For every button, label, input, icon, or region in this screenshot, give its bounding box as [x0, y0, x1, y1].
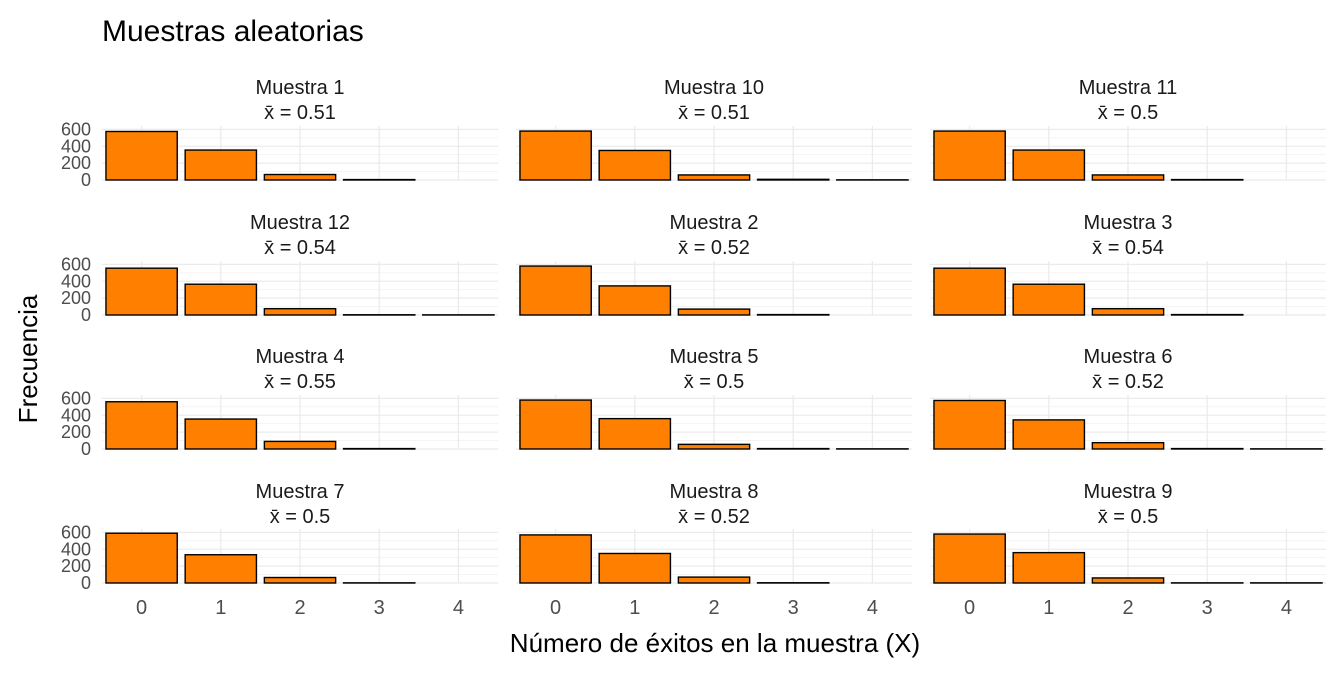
- bar: [106, 268, 177, 315]
- bar: [185, 150, 256, 180]
- bar: [185, 284, 256, 315]
- x-axis-title: Número de éxitos en la muestra (X): [510, 628, 920, 658]
- facet-mean-label: x̄ = 0.5: [1098, 102, 1159, 124]
- bar: [1092, 175, 1163, 180]
- x-tick-label: 0: [964, 597, 975, 619]
- facet-panel: Muestra 9 x̄ = 0.5 0 1 2 3 4: [930, 481, 1326, 619]
- bar: [678, 444, 749, 449]
- x-tick-label: 3: [374, 597, 385, 619]
- bar: [934, 131, 1005, 180]
- y-tick-label: 600: [61, 522, 91, 542]
- bar: [106, 402, 177, 449]
- bar: [520, 266, 591, 315]
- facet-mean-label: x̄ = 0.5: [684, 371, 745, 393]
- facet-strip-label: Muestra 3: [1084, 212, 1173, 234]
- y-tick-label: 600: [61, 388, 91, 408]
- facet-mean-label: x̄ = 0.5: [1098, 506, 1159, 528]
- bar: [934, 534, 1005, 583]
- facet-mean-label: x̄ = 0.51: [678, 102, 750, 124]
- bar: [1092, 578, 1163, 583]
- bar: [934, 268, 1005, 315]
- bar: [678, 577, 749, 583]
- bar: [106, 131, 177, 180]
- bar: [185, 555, 256, 583]
- facet-strip-label: Muestra 4: [256, 346, 345, 368]
- facet-panel: Muestra 3 x̄ = 0.54: [930, 212, 1326, 315]
- bar: [599, 150, 670, 180]
- facet-strip-label: Muestra 8: [670, 481, 759, 503]
- facet-mean-label: x̄ = 0.52: [1092, 371, 1164, 393]
- facet-strip-label: Muestra 10: [664, 77, 764, 99]
- facet-strip-label: Muestra 1: [256, 77, 345, 99]
- facet-mean-label: x̄ = 0.54: [1092, 237, 1164, 259]
- x-tick-label: 4: [453, 597, 464, 619]
- bar: [599, 286, 670, 315]
- x-tick-label: 4: [1281, 597, 1292, 619]
- facet-panel: Muestra 5 x̄ = 0.5: [516, 346, 912, 449]
- bar: [758, 179, 829, 180]
- bar: [264, 578, 335, 583]
- bar: [1013, 420, 1084, 449]
- x-tick-label: 2: [294, 597, 305, 619]
- facet-mean-label: x̄ = 0.54: [264, 237, 336, 259]
- facet-panel: Muestra 2 x̄ = 0.52: [516, 212, 912, 315]
- bar: [1013, 284, 1084, 315]
- facet-panel: Muestra 8 x̄ = 0.52 0 1 2 3 4: [516, 481, 912, 619]
- facet-mean-label: x̄ = 0.51: [264, 102, 336, 124]
- bar: [599, 553, 670, 583]
- facet-mean-label: x̄ = 0.5: [270, 506, 331, 528]
- x-tick-label: 3: [1202, 597, 1213, 619]
- facet-panel: Muestra 6 x̄ = 0.52: [930, 346, 1326, 449]
- bar: [1092, 309, 1163, 315]
- facet-panel: Muestra 11 x̄ = 0.5: [930, 77, 1326, 180]
- facet-strip-label: Muestra 7: [256, 481, 345, 503]
- bar: [599, 419, 670, 449]
- bar: [185, 419, 256, 449]
- facet-panel: Muestra 10 x̄ = 0.51: [516, 77, 912, 180]
- bar: [678, 175, 749, 180]
- bar: [934, 400, 1005, 449]
- bar: [264, 175, 335, 180]
- bar: [106, 533, 177, 583]
- x-tick-label: 1: [215, 597, 226, 619]
- facet-mean-label: x̄ = 0.55: [264, 371, 336, 393]
- bar: [1013, 150, 1084, 180]
- y-tick-label: 600: [61, 119, 91, 139]
- x-tick-label: 4: [867, 597, 878, 619]
- facet-strip-label: Muestra 6: [1084, 346, 1173, 368]
- bar: [1013, 553, 1084, 583]
- x-tick-label: 0: [136, 597, 147, 619]
- facet-strip-label: Muestra 2: [670, 212, 759, 234]
- bar: [264, 309, 335, 315]
- y-axis-title: Frecuencia: [13, 294, 43, 423]
- bar: [678, 309, 749, 315]
- x-tick-label: 0: [550, 597, 561, 619]
- facet-strip-label: Muestra 9: [1084, 481, 1173, 503]
- bar: [264, 441, 335, 449]
- facet-strip-label: Muestra 5: [670, 346, 759, 368]
- x-tick-label: 1: [1043, 597, 1054, 619]
- x-tick-label: 2: [1122, 597, 1133, 619]
- facet-mean-label: x̄ = 0.52: [678, 506, 750, 528]
- bar: [520, 131, 591, 180]
- bar: [520, 400, 591, 449]
- chart-title: Muestras aleatorias: [102, 15, 364, 48]
- bar: [520, 535, 591, 583]
- x-tick-label: 3: [788, 597, 799, 619]
- facet-mean-label: x̄ = 0.52: [678, 237, 750, 259]
- x-tick-label: 1: [629, 597, 640, 619]
- y-tick-label: 600: [61, 254, 91, 274]
- bar: [1092, 443, 1163, 449]
- facet-strip-label: Muestra 12: [250, 212, 350, 234]
- facet-strip-label: Muestra 11: [1079, 77, 1178, 99]
- x-tick-label: 2: [708, 597, 719, 619]
